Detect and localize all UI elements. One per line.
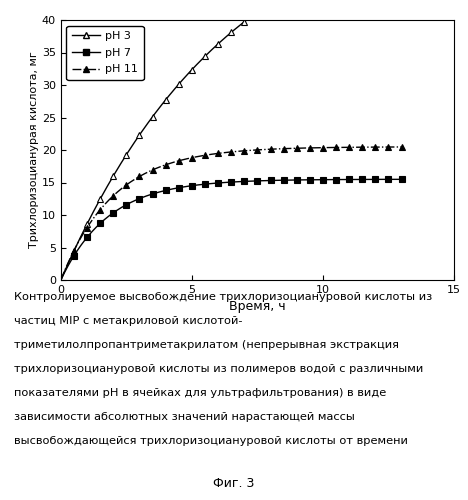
Y-axis label: Трихлоризоцианурая кислота, мг: Трихлоризоцианурая кислота, мг [29, 52, 39, 248]
Text: высвобождающейся трихлоризоциануровой кислоты от времени: высвобождающейся трихлоризоциануровой ки… [14, 436, 408, 446]
Text: трихлоризоциануровой кислоты из полимеров водой с различными: трихлоризоциануровой кислоты из полимеро… [14, 364, 423, 374]
X-axis label: Время, ч: Время, ч [229, 300, 285, 314]
Text: Контролируемое высвобождение трихлоризоциануровой кислоты из: Контролируемое высвобождение трихлоризоц… [14, 292, 432, 302]
Text: зависимости абсолютных значений нарастающей массы: зависимости абсолютных значений нарастаю… [14, 412, 355, 422]
Legend: pH 3, pH 7, pH 11: pH 3, pH 7, pH 11 [66, 26, 144, 80]
Text: Фиг. 3: Фиг. 3 [213, 477, 255, 490]
Text: показателями pH в ячейках для ультрафильтрования) в виде: показателями pH в ячейках для ультрафиль… [14, 388, 386, 398]
Text: частиц MIP с метакриловой кислотой-: частиц MIP с метакриловой кислотой- [14, 316, 242, 326]
Text: триметилолпропантриметакрилатом (непрерывная экстракция: триметилолпропантриметакрилатом (непреры… [14, 340, 399, 350]
